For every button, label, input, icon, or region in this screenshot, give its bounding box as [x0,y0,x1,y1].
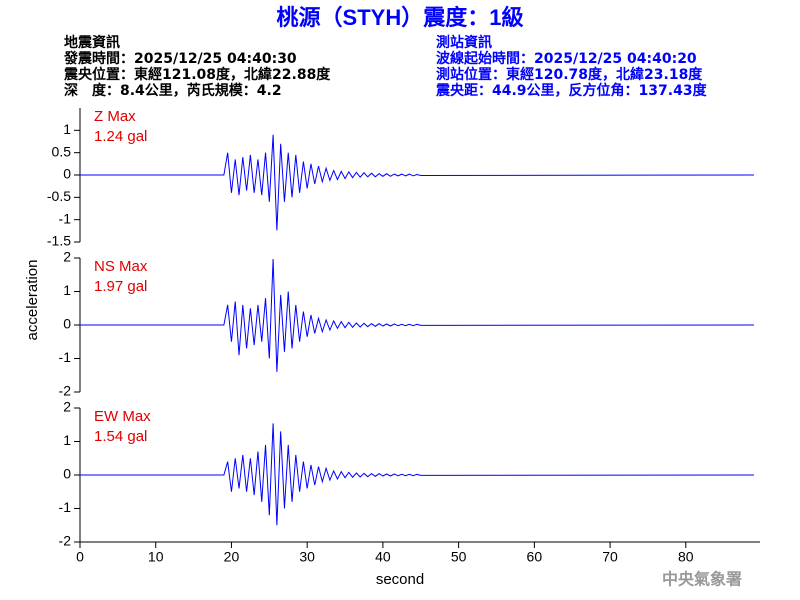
x-tick-label: 80 [678,549,694,565]
y-tick-label: 0 [63,316,71,332]
y-tick-label: 0 [63,166,71,182]
footer: 中央氣象署 [662,570,742,589]
info-right: 波線起始時間：2025/12/25 04:40:20 [436,50,697,67]
y-tick-label: -2 [59,533,72,549]
max-label: 1.54 gal [94,428,147,445]
info-left: 發震時間：2025/12/25 04:40:30 [63,50,297,67]
x-tick-label: 0 [76,549,84,565]
x-tick-label: 30 [299,549,315,565]
info-right: 測站位置：東經120.78度，北緯23.18度 [436,66,703,83]
info-right: 測站資訊 [436,34,492,51]
x-tick-label: 60 [527,549,543,565]
x-tick-label: 20 [224,549,240,565]
y-tick-label: -1.5 [47,233,71,249]
info-left: 深 度：8.4公里，芮氏規模：4.2 [64,82,282,99]
y-tick-label: -2 [59,383,72,399]
y-tick-label: 0.5 [52,143,72,159]
y-tick-label: -1 [59,499,72,515]
y-tick-label: 0 [63,466,71,482]
x-tick-label: 10 [148,549,164,565]
y-axis-label: acceleration [24,260,41,341]
x-tick-label: 40 [375,549,391,565]
title: 桃源（STYH）震度：1級 [277,5,524,30]
max-label: 1.97 gal [94,278,147,295]
y-tick-label: -0.5 [47,188,71,204]
x-tick-label: 50 [451,549,467,565]
y-tick-label: 1 [63,121,71,137]
max-label: EW Max [94,408,151,425]
waveform [80,134,754,231]
y-tick-label: -1 [59,349,72,365]
y-tick-label: 1 [63,432,71,448]
y-tick-label: 1 [63,282,71,298]
x-tick-label: 70 [602,549,618,565]
x-axis-label: second [376,571,424,588]
y-tick-label: -1 [59,210,72,226]
max-label: Z Max [94,108,136,125]
info-left: 地震資訊 [64,34,120,51]
info-right: 震央距：44.9公里，反方位角：137.43度 [435,82,708,99]
waveform [80,423,754,526]
max-label: NS Max [94,258,148,275]
y-tick-label: 2 [63,249,71,265]
y-tick-label: 2 [63,399,71,415]
waveform [80,258,754,372]
max-label: 1.24 gal [94,128,147,145]
info-left: 震央位置：東經121.08度，北緯22.88度 [63,66,331,83]
